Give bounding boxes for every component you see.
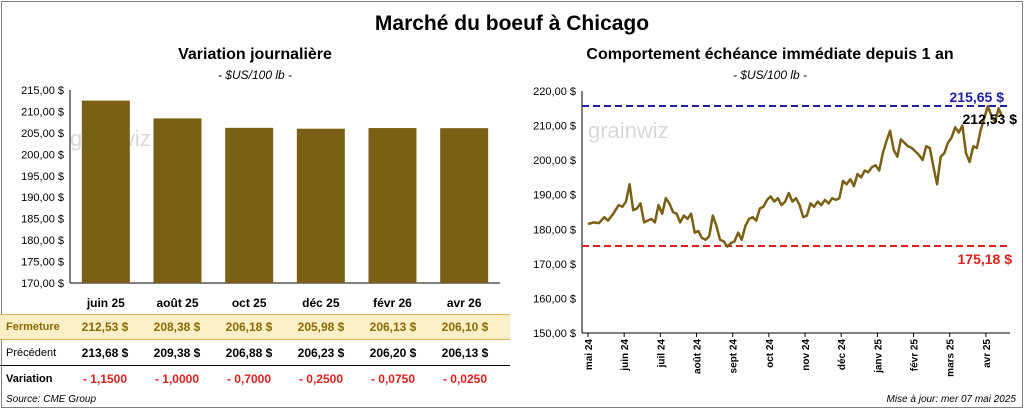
- x-tick-label: avr 25: [982, 339, 993, 368]
- price-line: [587, 104, 1004, 248]
- x-tick-label: avr 26: [447, 296, 482, 310]
- x-tick-label: oct 24: [765, 339, 776, 368]
- bar: [225, 127, 274, 283]
- precedent-cell: 206,13 $: [441, 346, 489, 360]
- y-tick-label: 220,00 $: [533, 86, 576, 98]
- fermeture-cell: 206,13 $: [369, 320, 417, 334]
- precedent-cell: 206,23 $: [297, 346, 345, 360]
- y-tick-label: 170,00 $: [533, 259, 576, 271]
- table-row-precedent: Précédent 213,68 $ 209,38 $ 206,88 $ 206…: [0, 341, 510, 366]
- y-tick-label: 175,00 $: [21, 257, 64, 269]
- fermeture-cell: 212,53 $: [81, 320, 129, 334]
- x-tick-label: nov 24: [801, 339, 812, 371]
- fermeture-cell: 208,38 $: [153, 320, 201, 334]
- fermeture-cell: 206,10 $: [441, 320, 489, 334]
- x-tick-label: janv 25: [873, 339, 884, 374]
- precedent-cell: 209,38 $: [153, 346, 201, 360]
- row-label-fermeture: Fermeture: [6, 321, 60, 333]
- variation-cell: - 0,2500: [298, 372, 344, 386]
- variation-cell: - 0,0250: [442, 372, 488, 386]
- y-tick-label: 205,00 $: [21, 128, 64, 140]
- fermeture-cell: 206,18 $: [225, 320, 273, 334]
- x-tick-label: juin 24: [620, 339, 631, 372]
- x-tick-label: déc 25: [302, 296, 340, 310]
- y-tick-label: 210,00 $: [533, 121, 576, 133]
- x-tick-label: févr 25: [910, 339, 921, 372]
- bar: [368, 128, 417, 283]
- precedent-cell: 206,20 $: [369, 346, 417, 360]
- page-title: Marché du boeuf à Chicago: [374, 12, 650, 35]
- variation-cell: - 0,0750: [370, 372, 416, 386]
- watermark-logo: grainwiz: [588, 118, 669, 143]
- variation-cell: - 1,0000: [154, 372, 200, 386]
- update-note: Mise à jour: mer 07 mai 2025: [886, 394, 1016, 405]
- row-label-precedent: Précédent: [6, 347, 57, 359]
- x-tick-label: sept 24: [729, 339, 740, 374]
- y-tick-label: 195,00 $: [21, 171, 64, 183]
- x-tick-label: juin 25: [86, 296, 125, 310]
- x-tick-label: août 25: [156, 296, 198, 310]
- x-tick-label: mai 24: [584, 339, 595, 371]
- x-tick-label: août 24: [693, 339, 704, 374]
- source-note: Source: CME Group: [6, 394, 97, 405]
- table-row-variation: Variation - 1,1500 - 1,0000 - 0,7000 - 0…: [0, 367, 510, 391]
- y-tick-label: 160,00 $: [533, 293, 576, 305]
- y-tick-label: 210,00 $: [21, 106, 64, 118]
- y-tick-label: 170,00 $: [21, 278, 64, 290]
- x-tick-label: juil 24: [656, 339, 667, 369]
- bar-chart-subtitle: Variation journalière: [178, 46, 332, 63]
- x-tick-label: févr 26: [373, 296, 412, 310]
- precedent-cell: 206,88 $: [225, 346, 273, 360]
- bar: [81, 100, 130, 283]
- x-tick-label: oct 25: [232, 296, 267, 310]
- variation-cell: - 0,7000: [226, 372, 272, 386]
- x-tick-label: déc 24: [837, 339, 848, 371]
- last-value-label: 212,53 $: [963, 111, 1018, 127]
- y-tick-label: 150,00 $: [533, 328, 576, 340]
- table-row-fermeture: Fermeture 212,53 $ 208,38 $ 206,18 $ 205…: [0, 314, 510, 340]
- y-tick-label: 200,00 $: [21, 149, 64, 161]
- line-chart-unit: - $US/100 lb -: [732, 68, 808, 82]
- y-tick-label: 180,00 $: [21, 235, 64, 247]
- variation-cell: - 1,1500: [82, 372, 128, 386]
- y-tick-label: 215,00 $: [21, 85, 64, 97]
- x-tick-label: mars 25: [946, 339, 957, 377]
- y-tick-label: 200,00 $: [533, 155, 576, 167]
- bar: [153, 118, 202, 283]
- bar: [296, 128, 345, 283]
- bar-chart-unit: - $US/100 lb -: [217, 68, 293, 82]
- high-value-label: 215,65 $: [950, 89, 1005, 105]
- y-tick-label: 185,00 $: [21, 214, 64, 226]
- line-chart-subtitle: Comportement échéance immédiate depuis 1…: [586, 46, 954, 63]
- y-tick-label: 190,00 $: [21, 192, 64, 204]
- bar: [440, 128, 489, 283]
- low-value-label: 175,18 $: [958, 251, 1013, 267]
- row-label-variation: Variation: [6, 373, 53, 385]
- y-tick-label: 190,00 $: [533, 190, 576, 202]
- y-tick-label: 180,00 $: [533, 224, 576, 236]
- precedent-cell: 213,68 $: [81, 346, 129, 360]
- fermeture-cell: 205,98 $: [297, 320, 345, 334]
